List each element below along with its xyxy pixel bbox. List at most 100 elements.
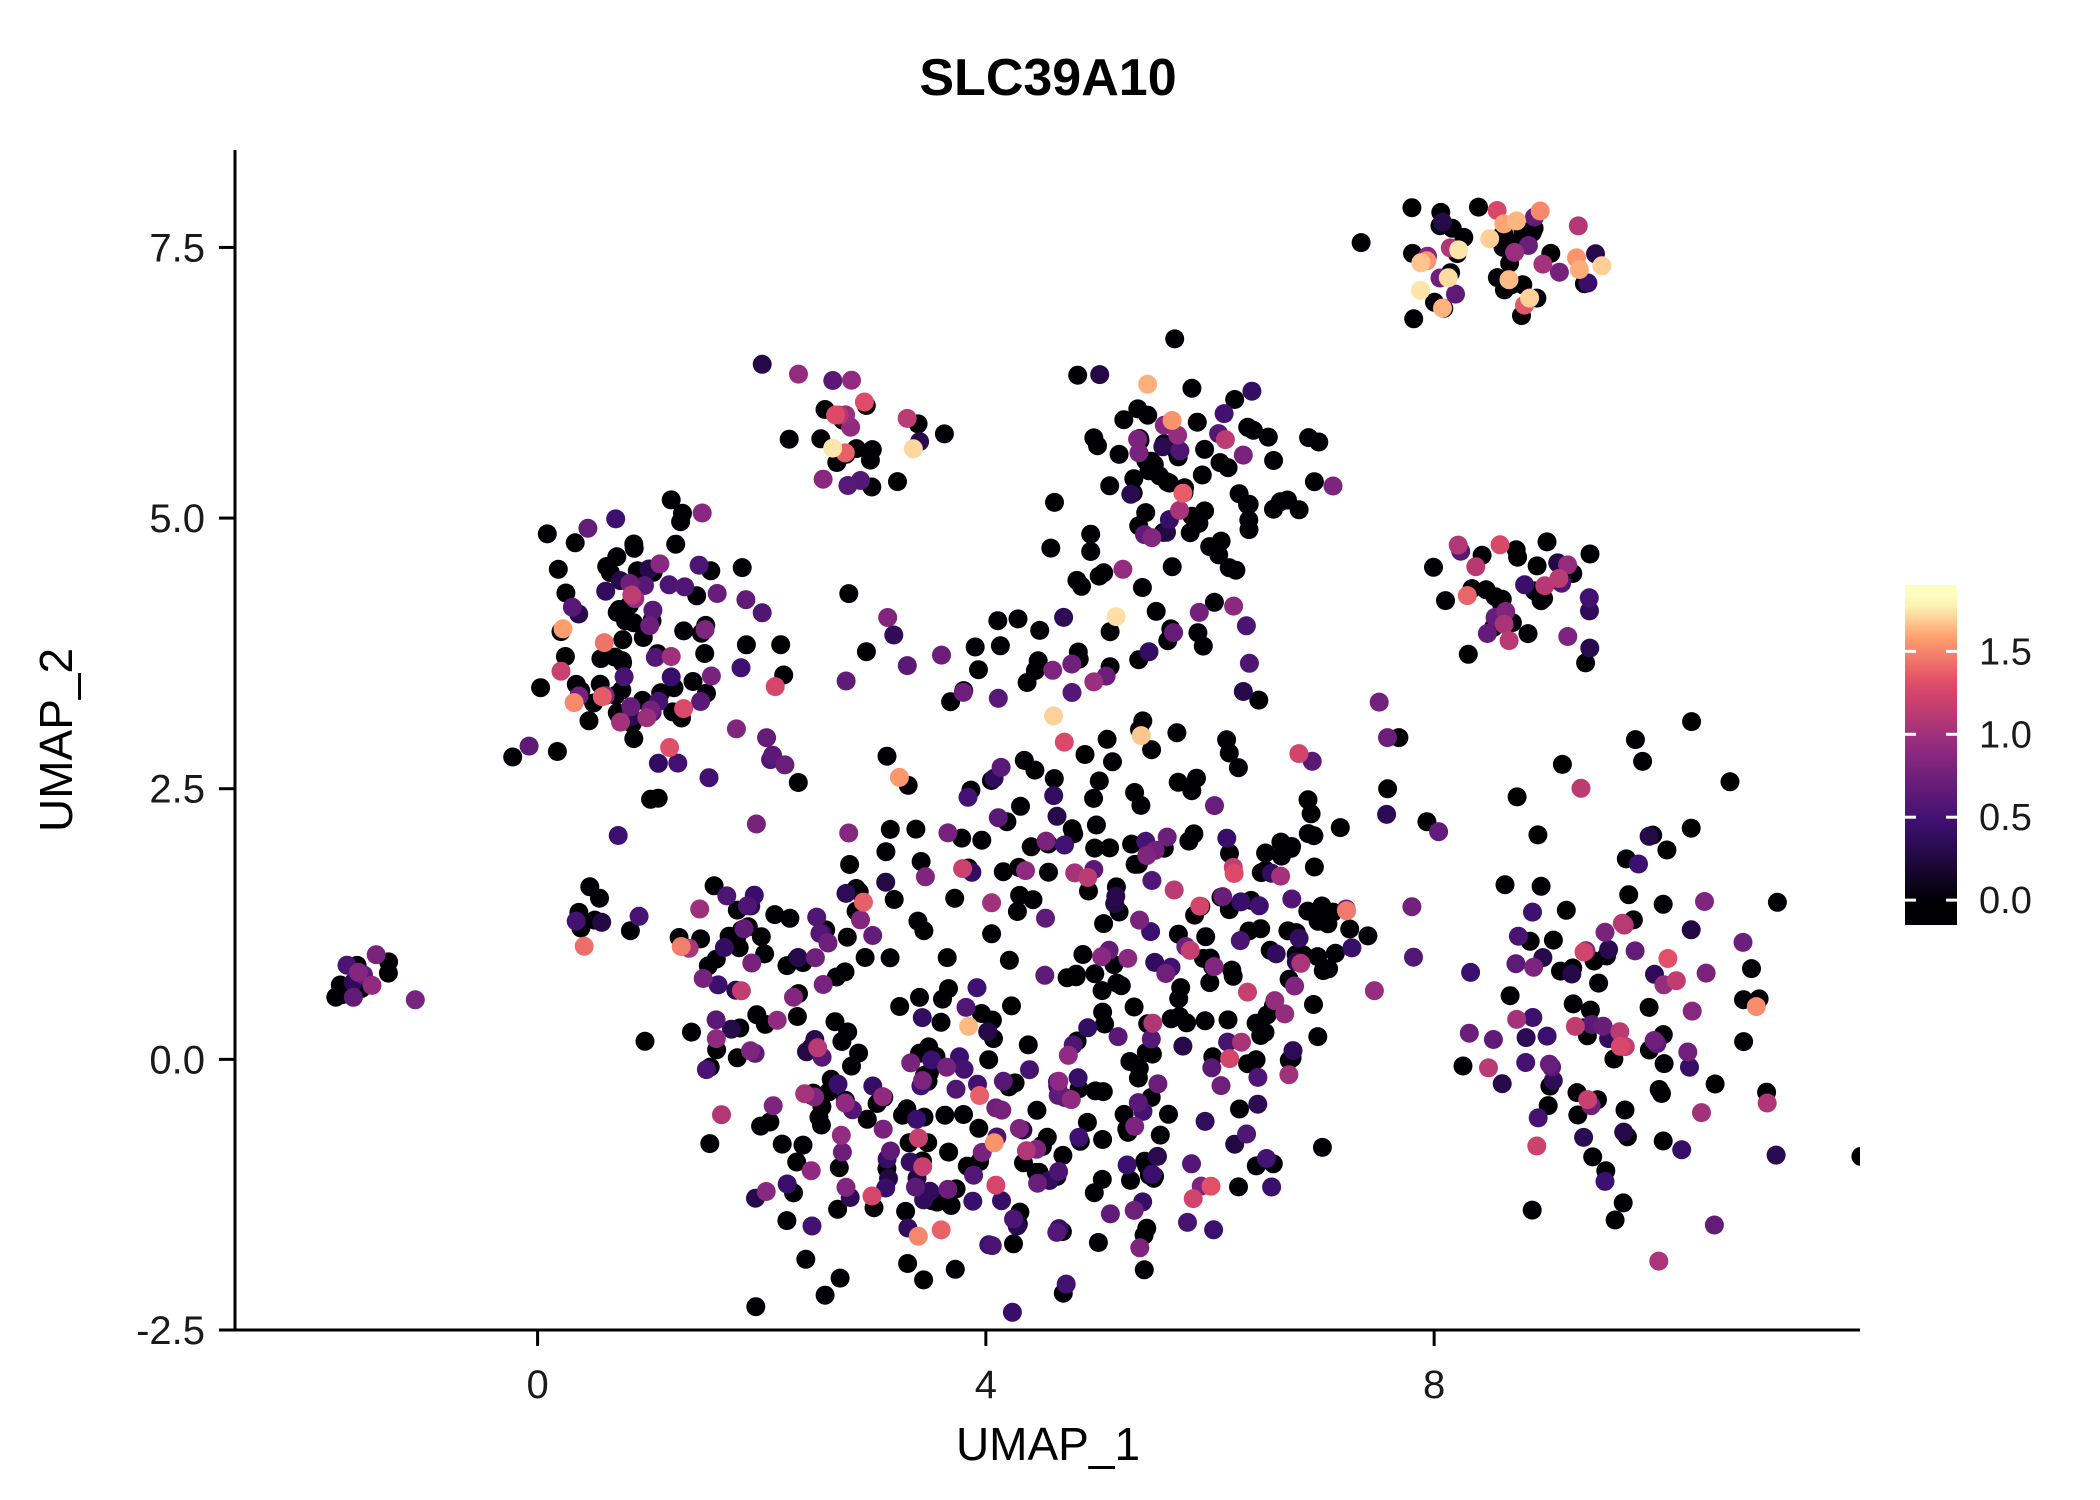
data-point <box>659 575 679 595</box>
data-point <box>757 728 777 748</box>
data-point <box>1580 1000 1600 1020</box>
data-point <box>1742 959 1761 979</box>
data-point <box>1189 602 1209 622</box>
data-point <box>1599 940 1619 959</box>
data-point <box>913 1071 932 1090</box>
data-point <box>1025 760 1045 780</box>
data-point <box>700 1134 720 1154</box>
data-point <box>910 987 929 1007</box>
data-point <box>913 1157 933 1177</box>
data-point <box>1183 1189 1203 1209</box>
data-point <box>1515 575 1535 595</box>
data-point <box>1173 483 1193 503</box>
data-point <box>988 611 1008 631</box>
data-point <box>1378 728 1397 748</box>
data-point <box>683 672 703 691</box>
data-point <box>661 667 681 687</box>
data-point <box>1605 1210 1625 1230</box>
data-point <box>1027 1100 1047 1120</box>
data-point <box>1625 730 1645 750</box>
data-point <box>1142 1044 1162 1064</box>
data-point <box>937 1057 957 1077</box>
data-point <box>1195 439 1215 459</box>
data-point <box>999 950 1019 970</box>
data-point <box>682 1022 701 1042</box>
data-point <box>1558 627 1578 646</box>
data-point <box>1142 528 1162 548</box>
data-point <box>1226 560 1246 580</box>
y-tick-label: 5.0 <box>149 497 205 541</box>
data-point <box>1340 919 1360 939</box>
data-point <box>1746 997 1766 1017</box>
y-tick-label: -2.5 <box>136 1309 205 1353</box>
data-point <box>605 647 625 667</box>
data-point <box>348 962 368 982</box>
data-point <box>1124 1200 1144 1220</box>
data-point <box>1592 256 1612 276</box>
data-point <box>1162 557 1182 577</box>
data-point <box>592 912 612 932</box>
data-point <box>1124 997 1144 1017</box>
data-point <box>765 905 785 925</box>
data-point <box>1578 273 1598 293</box>
data-point <box>1264 499 1283 519</box>
data-point <box>912 1008 932 1028</box>
data-point <box>1041 538 1061 558</box>
data-point <box>708 975 728 995</box>
data-point <box>1193 636 1213 656</box>
data-point <box>1128 399 1148 419</box>
data-point <box>366 945 386 965</box>
data-point <box>1404 309 1424 329</box>
data-point <box>362 975 382 995</box>
data-point <box>965 637 985 657</box>
data-point <box>1233 445 1253 465</box>
data-point <box>767 1010 787 1030</box>
data-point <box>613 630 633 650</box>
data-point <box>825 1012 845 1032</box>
data-point <box>1056 1274 1076 1294</box>
data-point <box>621 697 641 717</box>
data-point <box>1084 788 1104 808</box>
data-point <box>828 1199 848 1219</box>
data-point <box>1047 1222 1067 1242</box>
data-point <box>1002 1302 1022 1322</box>
data-point <box>1681 920 1701 940</box>
data-point <box>836 671 856 691</box>
data-point <box>840 855 860 874</box>
data-point <box>1148 1074 1168 1094</box>
data-point <box>1625 941 1645 961</box>
data-point <box>732 558 752 578</box>
data-point <box>614 667 634 687</box>
data-point <box>1304 826 1324 846</box>
data-point <box>405 990 425 1010</box>
data-point <box>813 975 833 994</box>
data-point <box>1209 545 1229 565</box>
data-point <box>1574 1127 1594 1147</box>
data-point <box>1095 1014 1115 1034</box>
data-point <box>932 645 951 665</box>
data-point <box>1411 280 1431 300</box>
data-point <box>906 1177 925 1197</box>
data-point <box>1124 469 1144 489</box>
data-point <box>741 1041 760 1061</box>
data-point <box>1211 1076 1231 1096</box>
data-point <box>1291 953 1311 973</box>
data-point <box>1039 862 1058 882</box>
data-point <box>1043 660 1063 680</box>
data-point <box>1236 616 1256 636</box>
data-point <box>611 712 630 732</box>
data-point <box>1210 453 1230 473</box>
data-point <box>580 877 600 897</box>
data-point <box>1695 892 1714 911</box>
data-point <box>1242 381 1262 401</box>
data-point <box>964 1165 984 1185</box>
data-point <box>954 1059 974 1079</box>
data-point <box>731 981 751 1001</box>
data-point <box>326 987 346 1007</box>
data-point <box>666 534 686 554</box>
data-point <box>1304 472 1324 492</box>
data-point <box>1271 866 1291 886</box>
data-point <box>1049 1071 1069 1091</box>
data-point <box>674 699 694 719</box>
